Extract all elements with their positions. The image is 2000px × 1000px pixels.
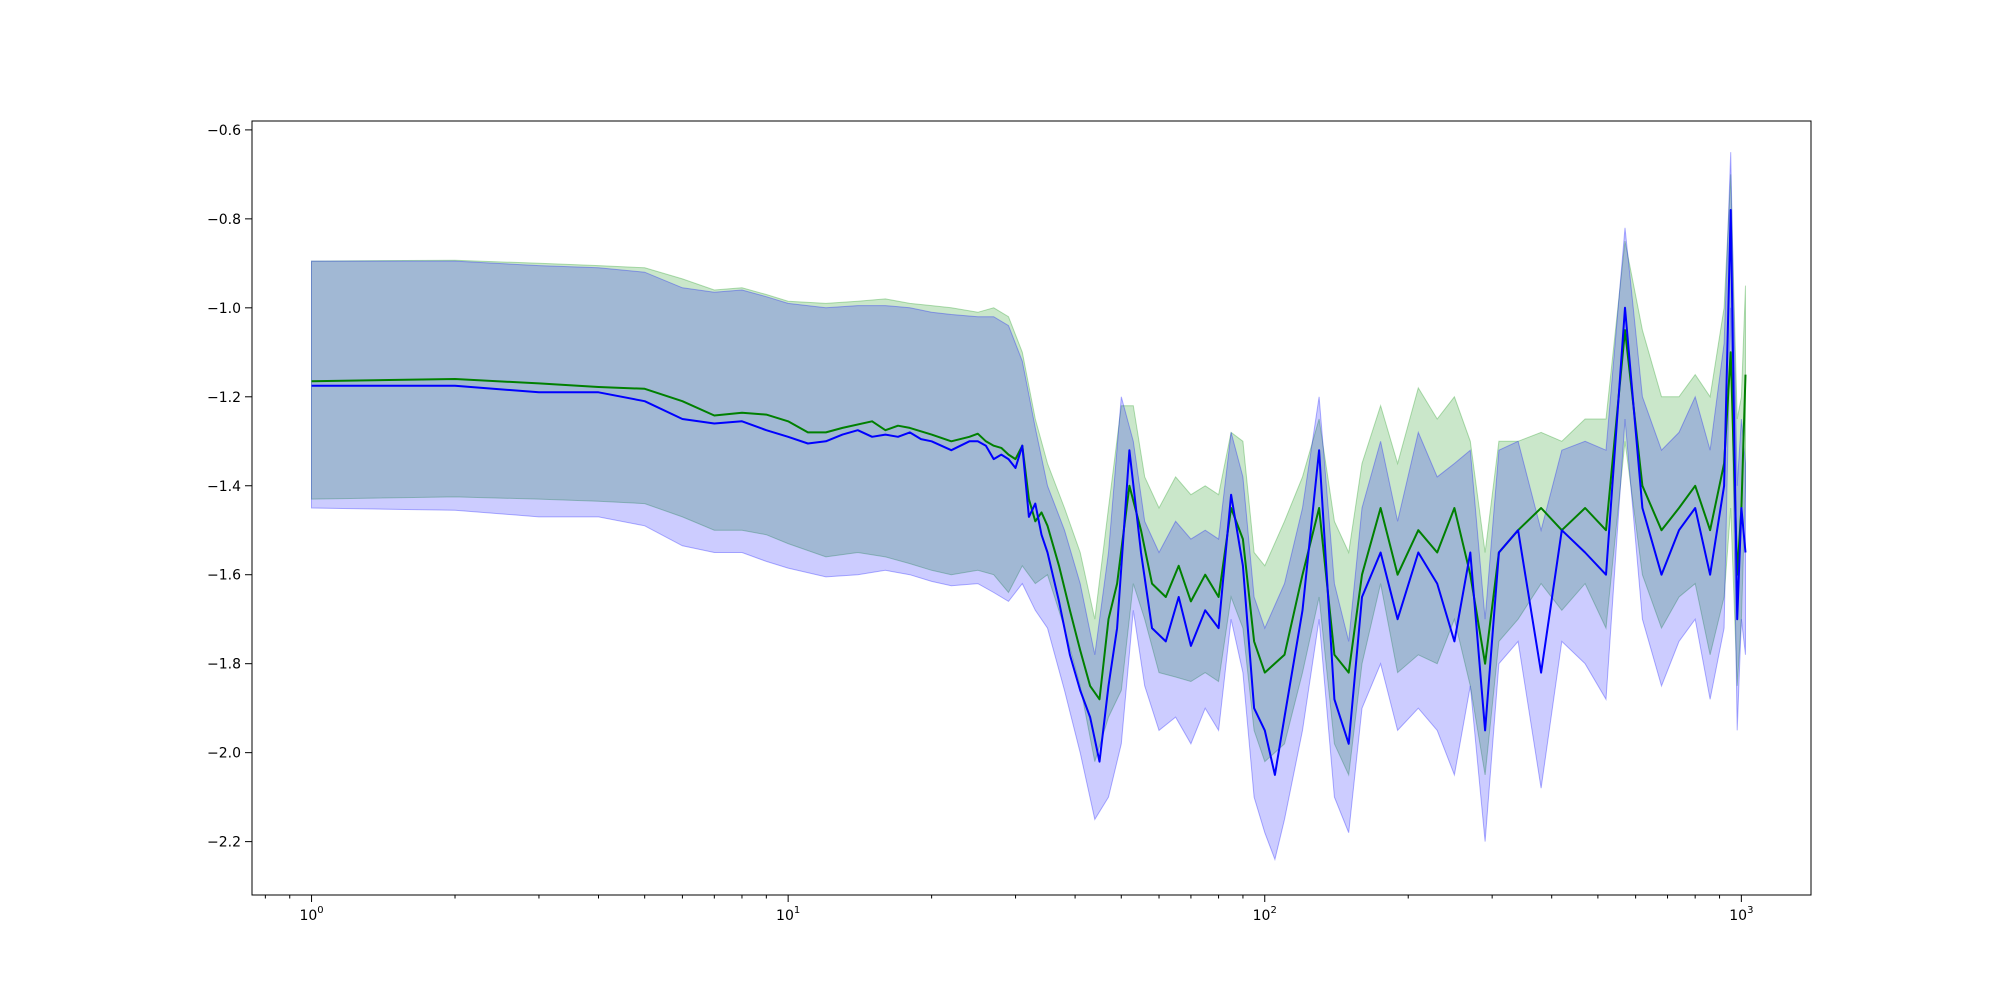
y-tick-label: −1.0 xyxy=(207,301,241,317)
x-tick-label: 101 xyxy=(776,905,800,924)
x-tick-label: 100 xyxy=(299,905,323,924)
axes-frame xyxy=(251,120,1812,896)
y-axis: −0.6 −0.8 −1.0 −1.2 −1.4 −1.6 −1.8 −2.0 −2.2 xyxy=(207,123,252,851)
plot-area xyxy=(311,152,1747,862)
confidence-band-1 xyxy=(311,174,1746,777)
y-tick-label: −0.6 xyxy=(207,123,241,139)
x-tick-label: 102 xyxy=(1253,905,1277,924)
y-tick-label: −1.4 xyxy=(207,479,241,495)
y-tick-label: −1.8 xyxy=(207,657,241,673)
x-axis: 100 101 102 103 xyxy=(264,895,1753,924)
series-line-2 xyxy=(311,209,1747,776)
series-line-1 xyxy=(311,329,1747,701)
y-tick-label: −0.8 xyxy=(207,212,241,228)
series-group xyxy=(311,152,1747,862)
x-tick-label: 103 xyxy=(1729,905,1753,924)
y-tick-label: −2.2 xyxy=(207,835,241,851)
y-tick-label: −1.2 xyxy=(207,390,241,406)
y-tick-label: −1.6 xyxy=(207,568,241,584)
y-tick-label: −2.0 xyxy=(207,746,241,762)
